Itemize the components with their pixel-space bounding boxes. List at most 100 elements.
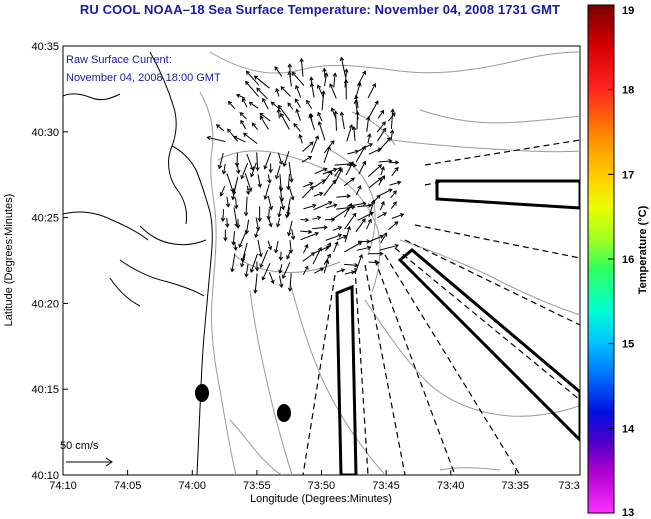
x-tick-label: 74:05 <box>114 480 142 492</box>
current-vector-head <box>354 94 359 100</box>
current-vector-head <box>337 233 343 238</box>
x-tick-label: 73:50 <box>308 480 336 492</box>
current-vector-head <box>339 111 345 116</box>
current-vector <box>344 69 348 88</box>
current-vector-head <box>392 190 397 195</box>
current-vector <box>256 152 259 171</box>
current-vector <box>313 201 332 211</box>
current-vector-head <box>380 109 385 115</box>
current-vector-head <box>277 213 282 218</box>
current-vector <box>279 173 282 191</box>
current-vector <box>356 111 358 130</box>
colorbar-ticks: 19 18 17 16 15 14 13 <box>608 4 635 519</box>
map-plot-area[interactable] <box>62 45 581 476</box>
current-vector-head <box>351 205 356 210</box>
current-vector-head <box>352 162 358 168</box>
current-vector-head <box>386 137 391 142</box>
current-vector <box>334 167 342 177</box>
current-vector-head <box>240 175 245 180</box>
current-vector <box>368 147 382 155</box>
current-vector-head <box>259 263 264 269</box>
current-vector <box>368 100 379 119</box>
station-marker-east[interactable] <box>277 404 291 422</box>
current-vector <box>346 124 353 142</box>
current-vector <box>336 269 345 273</box>
current-vector-head <box>280 205 285 211</box>
current-vector-head <box>278 269 283 274</box>
current-vector-head <box>274 249 279 254</box>
current-vector-head <box>215 124 221 129</box>
current-vector <box>268 218 272 227</box>
current-vector <box>314 168 327 175</box>
current-vector-head <box>287 287 293 292</box>
current-vector-head <box>337 226 343 231</box>
colorbar-tick-label: 14 <box>622 423 635 435</box>
current-vector-head <box>330 107 335 112</box>
current-vector-head <box>290 235 296 241</box>
current-vector-head <box>381 175 385 180</box>
current-vector-head <box>299 57 304 63</box>
current-vector-head <box>282 274 287 279</box>
current-vector <box>239 112 247 120</box>
current-vector-head <box>390 108 395 113</box>
current-vector <box>300 230 312 233</box>
current-vector-head <box>278 160 284 166</box>
current-vector <box>256 87 268 100</box>
current-vector-head <box>288 249 294 254</box>
current-vector-head <box>206 135 211 141</box>
current-vector-head <box>389 129 395 134</box>
current-vector <box>334 163 353 166</box>
x-tick-label: 73:55 <box>243 480 271 492</box>
current-vector <box>245 264 249 277</box>
current-vector-head <box>251 122 256 127</box>
current-vector <box>333 73 336 88</box>
current-vector <box>276 88 280 97</box>
current-vector <box>323 179 336 197</box>
current-vector-head <box>235 93 241 98</box>
current-vector <box>299 134 303 144</box>
current-vector <box>228 101 236 110</box>
current-vector <box>312 226 327 230</box>
current-vector <box>264 184 270 200</box>
current-vector <box>336 235 347 241</box>
current-vector-head <box>266 215 271 221</box>
current-vector <box>376 121 386 133</box>
current-vector-head <box>367 133 372 138</box>
x-tick-label: 73:3 <box>558 480 579 492</box>
current-vector-head <box>344 68 349 73</box>
colorbar-tick-label: 15 <box>622 339 634 351</box>
current-vector-head <box>319 267 325 272</box>
current-vector-head <box>333 110 339 115</box>
current-vector-head <box>294 98 299 103</box>
current-vector-head <box>284 214 290 219</box>
current-vector-head <box>235 224 241 229</box>
current-vector <box>335 111 337 131</box>
current-vector <box>313 192 323 197</box>
current-vector-head <box>231 195 236 201</box>
current-vector-head <box>259 112 264 117</box>
y-tick-label: 40:25 <box>31 213 59 225</box>
current-vector <box>216 124 225 132</box>
current-vector-head <box>227 100 232 106</box>
current-vector-head <box>382 127 387 132</box>
current-vector-head <box>314 231 320 237</box>
current-vector-head <box>220 217 226 222</box>
current-vector <box>260 249 269 268</box>
current-vector-head <box>287 70 292 76</box>
colorbar-tick-label: 19 <box>622 5 634 17</box>
current-vector-head <box>307 229 313 235</box>
current-vector-head <box>366 116 371 121</box>
current-vector <box>280 113 290 130</box>
current-vector <box>226 196 229 207</box>
y-tick-labels: 40:35 40:30 40:25 40:20 40:15 40:10 <box>31 41 59 482</box>
y-axis-title: Latitude (Degrees:Minutes) <box>3 194 15 327</box>
current-vector-head <box>262 97 266 103</box>
current-vector-head <box>330 217 336 222</box>
current-vector <box>366 219 372 230</box>
station-marker-west[interactable] <box>195 384 209 402</box>
current-vector-head <box>248 101 254 106</box>
current-vector-head <box>290 196 295 201</box>
x-tick-label: 73:45 <box>372 480 400 492</box>
current-vector <box>387 112 396 122</box>
current-vector <box>242 98 248 108</box>
